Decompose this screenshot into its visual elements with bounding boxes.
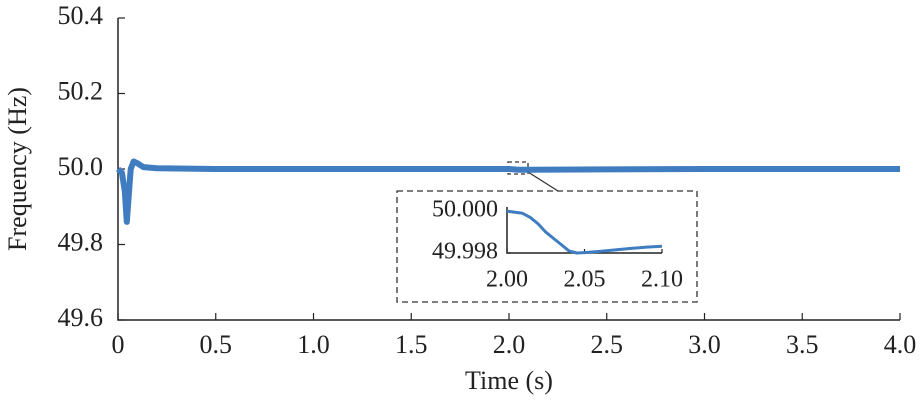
x-tick-label: 0 bbox=[112, 330, 125, 359]
y-tick-label: 50.0 bbox=[58, 152, 104, 181]
y-tick-label: 50.2 bbox=[58, 76, 104, 105]
x-tick-label: 1.5 bbox=[395, 330, 428, 359]
y-tick-label: 49.6 bbox=[58, 303, 104, 332]
x-tick-label: 3.0 bbox=[688, 330, 721, 359]
y-tick-label: 49.8 bbox=[58, 227, 104, 256]
x-tick-label: 2.00 bbox=[486, 267, 528, 293]
data-line bbox=[115, 158, 900, 225]
x-axis-label: Time (s) bbox=[465, 366, 553, 395]
data-line bbox=[506, 209, 663, 255]
y-tick-label: 49.998 bbox=[432, 239, 498, 265]
x-tick-label: 4.0 bbox=[884, 330, 917, 359]
x-tick-label: 2.10 bbox=[641, 267, 683, 293]
x-tick-label: 0.5 bbox=[200, 330, 233, 359]
y-tick-label: 50.4 bbox=[58, 1, 104, 30]
y-axis-label: Frequency (Hz) bbox=[3, 87, 32, 251]
inset-frame bbox=[396, 190, 698, 303]
x-tick-label: 2.0 bbox=[493, 330, 526, 359]
x-tick-label: 1.0 bbox=[297, 330, 330, 359]
y-tick-label: 50.000 bbox=[432, 197, 498, 223]
x-tick-label: 3.5 bbox=[786, 330, 819, 359]
x-tick-label: 2.05 bbox=[564, 267, 606, 293]
x-tick-label: 2.5 bbox=[591, 330, 624, 359]
zoom-connector bbox=[527, 171, 559, 192]
axis-line bbox=[506, 207, 662, 254]
